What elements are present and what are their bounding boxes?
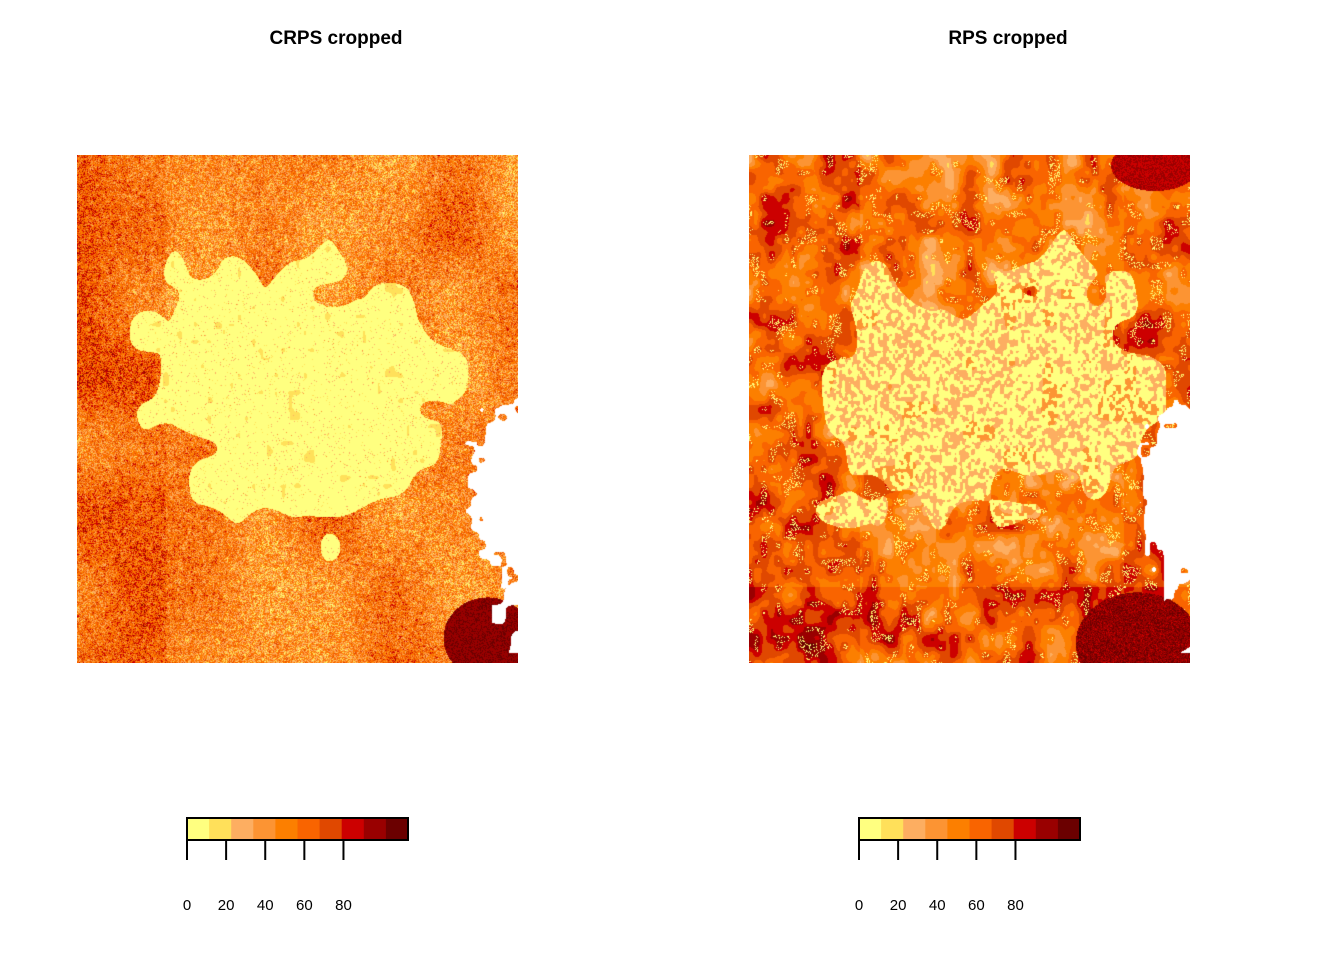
legend-swatch	[1013, 818, 1037, 840]
legend-tick-label: 80	[1007, 897, 1024, 914]
legend-tick-label: 40	[929, 897, 946, 914]
rps-title: RPS cropped	[948, 28, 1068, 49]
legend-swatch	[297, 818, 321, 840]
legend-swatch	[947, 818, 970, 840]
rps-heatmap	[749, 155, 1190, 663]
legend-swatch	[881, 818, 904, 840]
legend-tick-label: 60	[296, 897, 313, 914]
legend-swatch	[859, 818, 882, 840]
legend-swatch	[275, 818, 298, 840]
legend-swatch	[253, 818, 276, 840]
legend-tick-label: 20	[890, 897, 907, 914]
legend-swatch	[925, 818, 948, 840]
legend-tick-label: 80	[335, 897, 352, 914]
legend-swatch	[363, 818, 387, 840]
legend-swatch	[1035, 818, 1059, 840]
legend-tick-label: 60	[968, 897, 985, 914]
crps-color-legend: 0 20 40 60 80	[183, 817, 409, 914]
rps-color-legend: 0 20 40 60 80	[855, 817, 1081, 914]
legend-border	[858, 817, 1081, 841]
legend-swatch	[187, 818, 210, 840]
crps-heatmap	[77, 155, 518, 663]
legend-border	[186, 817, 409, 841]
rps-panel: RPS cropped 0 20 40 60 80	[672, 0, 1344, 960]
legend-swatch	[385, 818, 409, 840]
legend-swatch	[209, 818, 232, 840]
legend-swatch	[341, 818, 365, 840]
crps-panel: CRPS cropped 0 20 40 60 80	[77, 28, 518, 914]
legend-tick-label: 40	[257, 897, 274, 914]
legend-swatch	[991, 818, 1015, 840]
legend-swatch	[903, 818, 926, 840]
legend-tick-label: 0	[855, 897, 863, 914]
legend-swatch	[231, 818, 254, 840]
legend-swatch	[969, 818, 993, 840]
legend-swatch	[1057, 818, 1081, 840]
legend-tick-label: 20	[218, 897, 235, 914]
legend-tick-label: 0	[183, 897, 191, 914]
crps-title: CRPS cropped	[269, 28, 403, 49]
legend-swatch	[319, 818, 343, 840]
